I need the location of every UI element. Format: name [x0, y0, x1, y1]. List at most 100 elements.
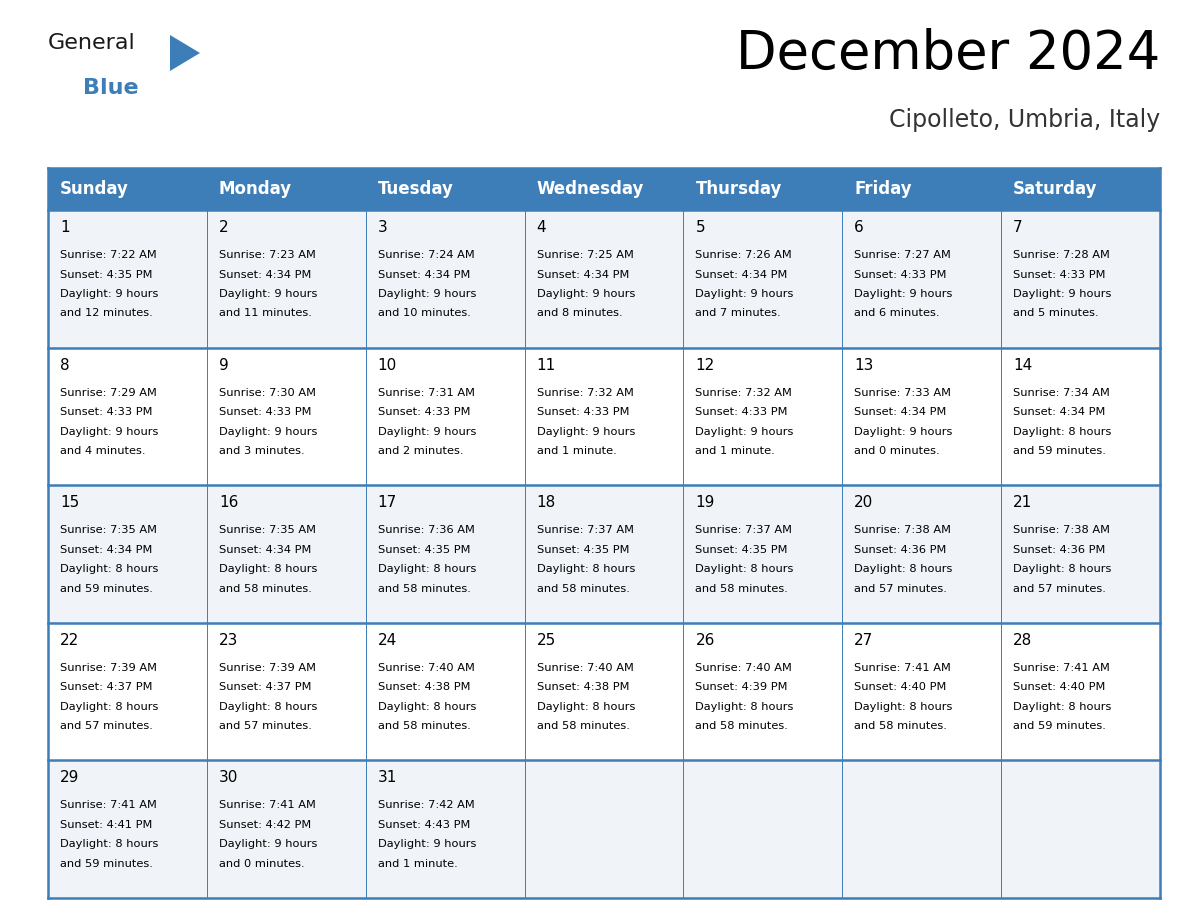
Text: 15: 15 — [61, 495, 80, 510]
Text: 11: 11 — [537, 358, 556, 373]
Text: Sunset: 4:34 PM: Sunset: 4:34 PM — [378, 270, 470, 279]
Text: Daylight: 9 hours: Daylight: 9 hours — [219, 289, 317, 299]
Text: 3: 3 — [378, 220, 387, 235]
Text: and 0 minutes.: and 0 minutes. — [854, 446, 940, 456]
Text: Sunset: 4:34 PM: Sunset: 4:34 PM — [1013, 407, 1106, 417]
Text: Daylight: 8 hours: Daylight: 8 hours — [378, 565, 476, 574]
Text: and 58 minutes.: and 58 minutes. — [537, 584, 630, 594]
Text: Daylight: 9 hours: Daylight: 9 hours — [61, 289, 158, 299]
Text: Sunrise: 7:24 AM: Sunrise: 7:24 AM — [378, 250, 474, 260]
Text: 19: 19 — [695, 495, 715, 510]
Text: Sunrise: 7:39 AM: Sunrise: 7:39 AM — [219, 663, 316, 673]
Text: and 3 minutes.: and 3 minutes. — [219, 446, 304, 456]
Text: Daylight: 9 hours: Daylight: 9 hours — [378, 839, 476, 849]
Text: Daylight: 8 hours: Daylight: 8 hours — [61, 565, 158, 574]
Text: Daylight: 8 hours: Daylight: 8 hours — [854, 565, 953, 574]
Text: Sunset: 4:38 PM: Sunset: 4:38 PM — [537, 682, 630, 692]
Text: Sunrise: 7:36 AM: Sunrise: 7:36 AM — [378, 525, 474, 535]
Text: and 4 minutes.: and 4 minutes. — [61, 446, 145, 456]
Text: and 58 minutes.: and 58 minutes. — [219, 584, 311, 594]
Text: Daylight: 9 hours: Daylight: 9 hours — [1013, 289, 1112, 299]
Text: Sunday: Sunday — [61, 180, 128, 198]
Bar — [48, 168, 1159, 210]
Text: Daylight: 9 hours: Daylight: 9 hours — [61, 427, 158, 437]
Text: and 5 minutes.: and 5 minutes. — [1013, 308, 1099, 319]
Text: Sunset: 4:33 PM: Sunset: 4:33 PM — [219, 407, 311, 417]
Text: Sunrise: 7:31 AM: Sunrise: 7:31 AM — [378, 387, 475, 397]
Text: Sunrise: 7:32 AM: Sunrise: 7:32 AM — [537, 387, 633, 397]
Bar — [48, 210, 1159, 348]
Text: Sunset: 4:35 PM: Sunset: 4:35 PM — [695, 544, 788, 554]
Text: Monday: Monday — [219, 180, 292, 198]
Text: Daylight: 9 hours: Daylight: 9 hours — [854, 427, 953, 437]
Text: Sunset: 4:33 PM: Sunset: 4:33 PM — [1013, 270, 1106, 279]
Text: 12: 12 — [695, 358, 715, 373]
Text: Sunrise: 7:34 AM: Sunrise: 7:34 AM — [1013, 387, 1110, 397]
Text: Daylight: 8 hours: Daylight: 8 hours — [1013, 427, 1112, 437]
Text: 20: 20 — [854, 495, 873, 510]
Text: and 59 minutes.: and 59 minutes. — [61, 859, 153, 869]
Text: Sunset: 4:37 PM: Sunset: 4:37 PM — [219, 682, 311, 692]
Text: Sunrise: 7:38 AM: Sunrise: 7:38 AM — [1013, 525, 1110, 535]
Text: and 12 minutes.: and 12 minutes. — [61, 308, 153, 319]
Text: 5: 5 — [695, 220, 704, 235]
Text: 28: 28 — [1013, 633, 1032, 648]
Text: 18: 18 — [537, 495, 556, 510]
Polygon shape — [170, 35, 200, 71]
Text: 30: 30 — [219, 770, 239, 786]
Text: Sunset: 4:33 PM: Sunset: 4:33 PM — [854, 270, 947, 279]
Text: and 58 minutes.: and 58 minutes. — [537, 722, 630, 732]
Text: and 58 minutes.: and 58 minutes. — [854, 722, 947, 732]
Text: Sunset: 4:33 PM: Sunset: 4:33 PM — [695, 407, 788, 417]
Text: 22: 22 — [61, 633, 80, 648]
Text: 16: 16 — [219, 495, 239, 510]
Text: Sunrise: 7:29 AM: Sunrise: 7:29 AM — [61, 387, 157, 397]
Bar — [48, 486, 1159, 622]
Text: 17: 17 — [378, 495, 397, 510]
Text: Sunset: 4:34 PM: Sunset: 4:34 PM — [695, 270, 788, 279]
Text: Daylight: 9 hours: Daylight: 9 hours — [219, 427, 317, 437]
Text: 31: 31 — [378, 770, 397, 786]
Text: and 58 minutes.: and 58 minutes. — [378, 584, 470, 594]
Text: and 2 minutes.: and 2 minutes. — [378, 446, 463, 456]
Text: 6: 6 — [854, 220, 864, 235]
Text: Daylight: 8 hours: Daylight: 8 hours — [1013, 565, 1112, 574]
Text: Sunset: 4:34 PM: Sunset: 4:34 PM — [61, 544, 152, 554]
Text: 27: 27 — [854, 633, 873, 648]
Text: Daylight: 9 hours: Daylight: 9 hours — [378, 427, 476, 437]
Text: 14: 14 — [1013, 358, 1032, 373]
Text: Friday: Friday — [854, 180, 912, 198]
Text: Daylight: 8 hours: Daylight: 8 hours — [61, 701, 158, 711]
Text: Sunrise: 7:42 AM: Sunrise: 7:42 AM — [378, 800, 474, 811]
Text: Daylight: 9 hours: Daylight: 9 hours — [695, 289, 794, 299]
Text: Sunrise: 7:41 AM: Sunrise: 7:41 AM — [219, 800, 316, 811]
Text: 21: 21 — [1013, 495, 1032, 510]
Text: Sunrise: 7:25 AM: Sunrise: 7:25 AM — [537, 250, 633, 260]
Text: and 57 minutes.: and 57 minutes. — [1013, 584, 1106, 594]
Text: and 57 minutes.: and 57 minutes. — [61, 722, 153, 732]
Text: 2: 2 — [219, 220, 228, 235]
Text: and 0 minutes.: and 0 minutes. — [219, 859, 304, 869]
Text: and 10 minutes.: and 10 minutes. — [378, 308, 470, 319]
Text: Daylight: 8 hours: Daylight: 8 hours — [695, 701, 794, 711]
Text: and 57 minutes.: and 57 minutes. — [219, 722, 311, 732]
Text: Daylight: 9 hours: Daylight: 9 hours — [537, 289, 634, 299]
Text: 23: 23 — [219, 633, 239, 648]
Text: Sunset: 4:35 PM: Sunset: 4:35 PM — [537, 544, 630, 554]
Text: Saturday: Saturday — [1013, 180, 1098, 198]
Text: Sunset: 4:36 PM: Sunset: 4:36 PM — [1013, 544, 1106, 554]
Text: 7: 7 — [1013, 220, 1023, 235]
Text: Sunrise: 7:37 AM: Sunrise: 7:37 AM — [695, 525, 792, 535]
Text: 10: 10 — [378, 358, 397, 373]
Text: Sunrise: 7:41 AM: Sunrise: 7:41 AM — [61, 800, 157, 811]
Text: Daylight: 8 hours: Daylight: 8 hours — [854, 701, 953, 711]
Text: and 59 minutes.: and 59 minutes. — [61, 584, 153, 594]
Text: Sunrise: 7:41 AM: Sunrise: 7:41 AM — [1013, 663, 1110, 673]
Text: Sunset: 4:33 PM: Sunset: 4:33 PM — [378, 407, 470, 417]
Text: Sunrise: 7:30 AM: Sunrise: 7:30 AM — [219, 387, 316, 397]
Text: and 59 minutes.: and 59 minutes. — [1013, 446, 1106, 456]
Text: Sunset: 4:33 PM: Sunset: 4:33 PM — [61, 407, 152, 417]
Text: Daylight: 8 hours: Daylight: 8 hours — [1013, 701, 1112, 711]
Bar — [48, 622, 1159, 760]
Text: Sunrise: 7:40 AM: Sunrise: 7:40 AM — [378, 663, 474, 673]
